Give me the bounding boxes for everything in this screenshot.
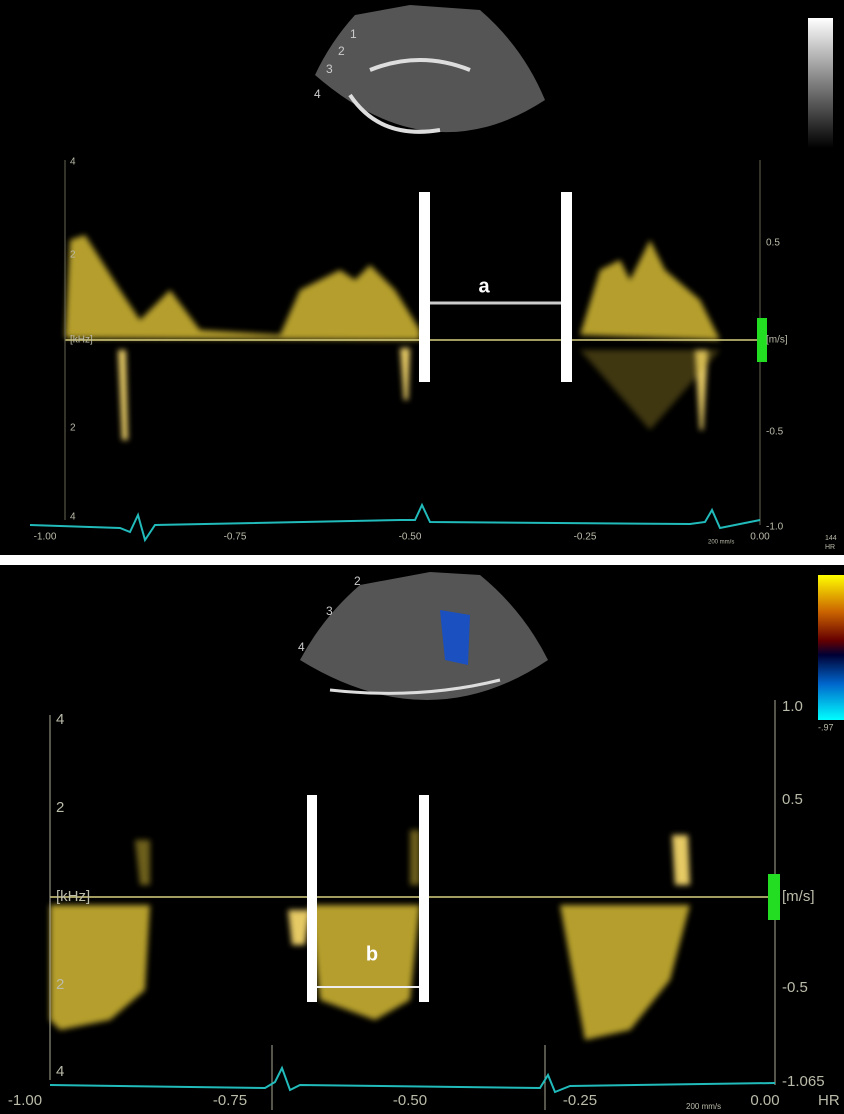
sweep-speed: 200 mm/s — [686, 1102, 721, 1111]
left-axis-label: 4 — [70, 512, 76, 523]
grayscale-bar — [808, 18, 833, 148]
heart-rate: 144 — [825, 535, 837, 542]
velocity-indicator — [768, 874, 780, 920]
time-axis-label: -0.50 — [399, 532, 422, 543]
time-axis-label: 0.00 — [750, 1092, 779, 1109]
left-axis-label: 2 — [56, 799, 64, 816]
sector-depth-label: 4 — [314, 87, 321, 101]
right-axis-label: 0.5 — [766, 238, 780, 249]
right-axis-label: 1.0 — [782, 698, 803, 715]
color-map-bar — [818, 575, 844, 720]
right-axis-label: -0.5 — [782, 979, 808, 996]
right-axis-label: -0.5 — [766, 427, 784, 438]
measure-bar — [419, 192, 430, 382]
sector-depth-label: 2 — [354, 574, 361, 588]
measure-label: b — [366, 943, 378, 965]
measure-label: a — [478, 275, 490, 297]
right-axis-label: [m/s] — [766, 335, 788, 346]
left-axis-label: 4 — [70, 157, 76, 168]
time-axis-label: 0.00 — [750, 532, 770, 543]
sector-depth-label: 2 — [338, 44, 345, 58]
time-axis-label: -0.25 — [574, 532, 597, 543]
left-axis-label: [kHz] — [70, 335, 93, 346]
heart-rate-label: HR — [825, 544, 835, 551]
left-axis-label: 2 — [56, 976, 64, 993]
sector-depth-label: 4 — [298, 640, 305, 654]
page: a123442[kHz]240.5[m/s]-0.5-1.0-1.00-0.75… — [0, 0, 844, 1114]
measure-bar — [561, 192, 572, 382]
left-axis-label: 2 — [70, 423, 76, 434]
heart-rate-label: HR — [818, 1092, 840, 1109]
sector-depth-label: 1 — [350, 27, 357, 41]
left-axis-label: 4 — [56, 711, 64, 728]
time-axis-label: -0.25 — [563, 1092, 597, 1109]
measure-bar — [307, 795, 317, 1002]
time-axis-label: -0.50 — [393, 1092, 427, 1109]
left-axis-label: 4 — [56, 1063, 64, 1080]
time-axis-label: -0.75 — [213, 1092, 247, 1109]
right-axis-label: -.97 — [818, 722, 834, 732]
time-axis-label: -1.00 — [34, 532, 57, 543]
left-axis-label: 2 — [70, 250, 76, 261]
sweep-speed: 200 mm/s — [708, 540, 734, 546]
right-axis-label: -1.065 — [782, 1073, 825, 1090]
sector-depth-label: 3 — [326, 604, 333, 618]
left-axis-label: [kHz] — [56, 888, 90, 905]
right-axis-label: [m/s] — [782, 888, 815, 905]
time-axis-label: -0.75 — [224, 532, 247, 543]
measure-bar — [419, 795, 429, 1002]
sector-depth-label: 3 — [326, 62, 333, 76]
right-axis-label: 0.5 — [782, 791, 803, 808]
echo-doppler-figure: a123442[kHz]240.5[m/s]-0.5-1.0-1.00-0.75… — [0, 0, 844, 1114]
time-axis-label: -1.00 — [8, 1092, 42, 1109]
